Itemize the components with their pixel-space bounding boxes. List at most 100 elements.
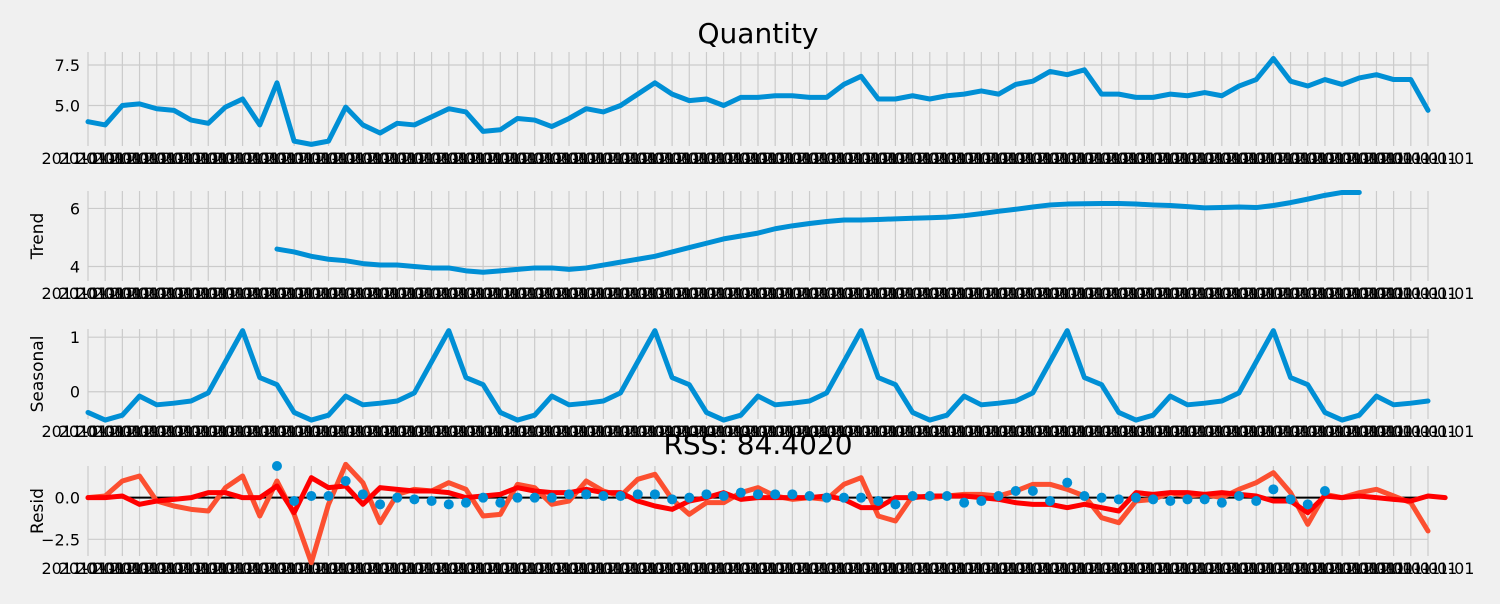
x-tick-label: 2011-01-01 [282, 284, 375, 303]
x-tick-label: 2011-01-01 [1382, 422, 1475, 441]
x-tick-label: 2011-01-01 [488, 559, 581, 578]
x-tick-label: 2011-01-01 [523, 284, 616, 303]
x-tick-label: 2011-01-01 [574, 559, 667, 578]
x-tick-label: 2011-01-01 [815, 284, 908, 303]
x-tick-label: 2011-01-01 [1158, 559, 1251, 578]
y-tick-label: 0.0 [55, 489, 80, 508]
x-tick-label: 2011-01-01 [1330, 284, 1423, 303]
x-tick-label: 2011-01-01 [849, 149, 942, 168]
x-tick-label: 2011-01-01 [127, 149, 220, 168]
x-tick-label: 2011-01-01 [1072, 149, 1165, 168]
x-tick-label: 2011-01-01 [660, 559, 753, 578]
residual-point [1165, 496, 1176, 506]
x-tick-label: 2011-01-01 [1021, 559, 1114, 578]
x-tick-label: 2011-01-01 [265, 284, 358, 303]
x-tick-label: 2011-01-01 [694, 422, 787, 441]
x-tick-label: 2011-01-01 [952, 422, 1045, 441]
x-tick-label: 2011-01-01 [626, 149, 719, 168]
residual-point [632, 489, 643, 500]
residual-point [1062, 477, 1073, 488]
x-tick-label: 2011-01-01 [162, 559, 255, 578]
x-tick-label: 2011-01-01 [351, 284, 444, 303]
x-tick-label: 2011-01-01 [471, 559, 564, 578]
x-tick-label: 2011-01-01 [1107, 149, 1200, 168]
x-tick-label: 2011-01-01 [866, 149, 959, 168]
x-tick-label: 2011-01-01 [93, 422, 186, 441]
x-tick-label: 2011-01-01 [712, 559, 805, 578]
x-tick-label: 2011-01-01 [368, 149, 461, 168]
x-tick-label: 2011-01-01 [454, 149, 547, 168]
x-tick-label: 2011-01-01 [230, 422, 323, 441]
x-tick-label: 2011-01-01 [591, 422, 684, 441]
x-tick-label: 2011-01-01 [1175, 149, 1268, 168]
x-tick-label: 2011-01-01 [1210, 149, 1303, 168]
residual-point [1045, 496, 1056, 506]
x-tick-label: 2011-01-01 [935, 149, 1028, 168]
x-tick-label: 2011-01-01 [110, 422, 203, 441]
residual-point [1027, 486, 1038, 496]
x-tick-label: 2011-01-01 [1021, 284, 1114, 303]
x-tick-label: 2011-01-01 [763, 284, 856, 303]
x-tick-label: 2011-01-01 [1244, 422, 1337, 441]
x-tick-label: 2011-01-01 [488, 422, 581, 441]
x-tick-label: 2011-01-01 [299, 559, 392, 578]
trend-series-line [274, 189, 1362, 275]
x-tick-label: 2011-01-01 [1175, 284, 1268, 303]
x-tick-label: 2011-01-01 [643, 422, 736, 441]
x-tick-label: 2011-01-01 [1227, 559, 1320, 578]
x-tick-label: 2011-01-01 [729, 559, 822, 578]
x-tick-label: 2011-01-01 [1330, 149, 1423, 168]
x-tick-label: 2011-01-01 [488, 149, 581, 168]
x-tick-label: 2011-01-01 [643, 559, 736, 578]
x-tick-label: 2011-01-01 [677, 284, 770, 303]
x-tick-label: 2011-01-01 [505, 284, 598, 303]
x-tick-label: 2011-01-01 [1278, 284, 1371, 303]
x-tick-label: 2011-01-01 [127, 422, 220, 441]
x-tick-label: 2011-01-01 [162, 284, 255, 303]
x-tick-label: 2011-01-01 [523, 422, 616, 441]
residual-point [753, 489, 763, 500]
x-tick-label: 2011-01-01 [505, 149, 598, 168]
x-tick-label: 2011-01-01 [935, 284, 1028, 303]
x-tick-label: 2011-01-01 [179, 422, 272, 441]
x-tick-label: 2011-01-01 [1296, 149, 1389, 168]
x-tick-label: 2011-01-01 [1313, 284, 1406, 303]
y-tick-label: 0 [70, 383, 80, 402]
x-tick-label: 2011-01-01 [626, 422, 719, 441]
x-tick-label: 2011-01-01 [1347, 149, 1440, 168]
x-tick-label: 2011-01-01 [1347, 422, 1440, 441]
residual-point [340, 476, 351, 486]
x-tick-label: 2011-01-01 [1107, 559, 1200, 578]
x-tick-label: 2011-01-01 [574, 284, 667, 303]
residual-point [856, 492, 867, 503]
residual-point [1199, 494, 1210, 505]
x-tick-label: 2011-01-01 [419, 149, 512, 168]
y-axis-label: Seasonal [28, 336, 48, 413]
residual-point [907, 491, 918, 501]
residual-point [1302, 499, 1313, 510]
x-tick-label: 2011-01-01 [643, 284, 736, 303]
x-tick-label: 2011-01-01 [42, 559, 135, 578]
x-tick-label: 2011-01-01 [248, 559, 341, 578]
x-tick-label: 2011-01-01 [677, 149, 770, 168]
x-tick-label: 2011-01-01 [402, 559, 495, 578]
x-tick-label: 2011-01-01 [196, 149, 289, 168]
residual-point [1113, 494, 1124, 505]
x-tick-label: 2011-01-01 [969, 284, 1062, 303]
residual-point [581, 489, 592, 500]
residual-point [392, 492, 403, 503]
x-tick-label: 2011-01-01 [248, 149, 341, 168]
x-tick-label: 2011-01-01 [797, 284, 890, 303]
x-tick-label: 2011-01-01 [265, 149, 358, 168]
x-tick-label: 2011-01-01 [918, 422, 1011, 441]
residual-point [1182, 494, 1193, 505]
x-tick-label: 2011-01-01 [145, 284, 238, 303]
x-tick-label: 2011-01-01 [488, 284, 581, 303]
x-tick-label: 2011-01-01 [213, 284, 306, 303]
x-tick-label: 2011-01-01 [832, 149, 925, 168]
residual-point [735, 487, 746, 498]
x-tick-label: 2011-01-01 [368, 284, 461, 303]
residual-point [289, 496, 300, 506]
residual-point [804, 491, 815, 501]
